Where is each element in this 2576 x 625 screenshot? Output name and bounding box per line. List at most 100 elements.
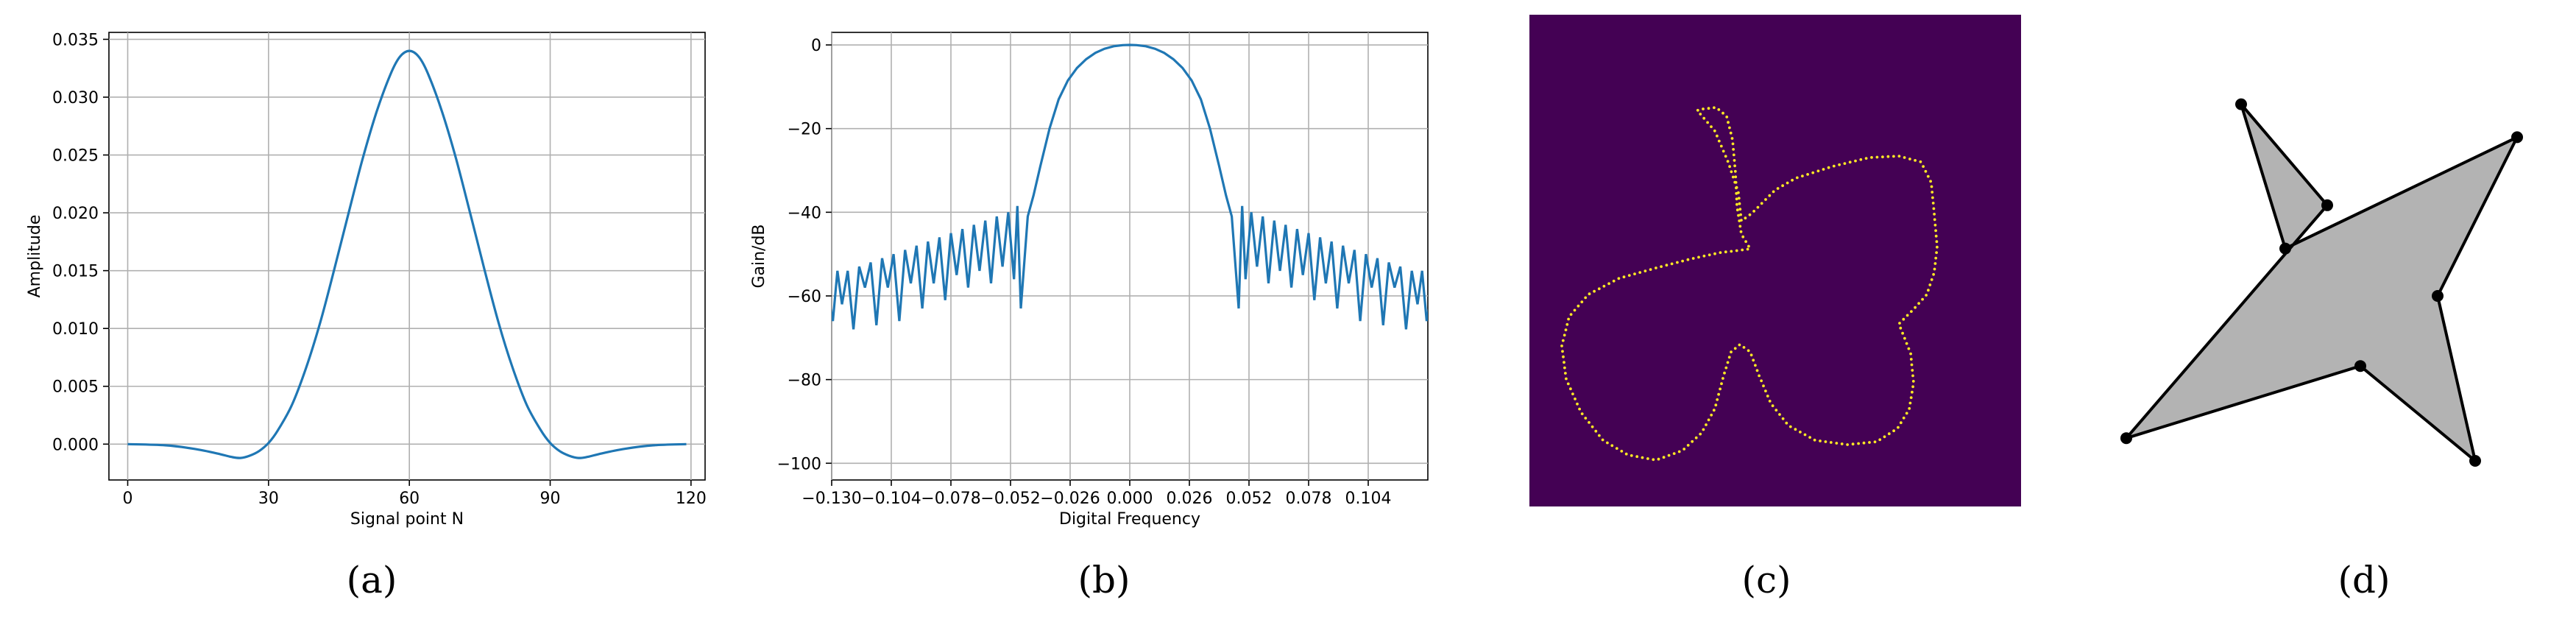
- contour-point: [1564, 372, 1567, 375]
- contour-point: [1801, 174, 1804, 178]
- contour-point: [1899, 421, 1903, 425]
- contour-point: [1928, 283, 1932, 286]
- ticks-a: 0 30 60 90 120 0.000 0.005 0.010 0.015 0.020 0.025…: [52, 31, 707, 508]
- contour-point: [1732, 153, 1735, 157]
- contour-point: [1719, 251, 1722, 254]
- contour-point: [1843, 162, 1847, 166]
- star-polygon: [2125, 102, 2519, 462]
- caption-d: (d): [2338, 559, 2390, 601]
- contour-point: [1911, 385, 1915, 389]
- contour-point: [1911, 380, 1915, 383]
- contour-point: [1903, 156, 1906, 159]
- contour-point: [1788, 425, 1792, 428]
- contour-point: [1594, 429, 1598, 433]
- contour-point: [1741, 248, 1744, 252]
- contour-point: [1764, 198, 1767, 201]
- contour-point: [1638, 271, 1642, 274]
- ytick-label-a: 0.005: [52, 378, 99, 397]
- contour-point: [1726, 361, 1730, 364]
- contour-point: [1756, 205, 1760, 209]
- contour-point: [1746, 247, 1749, 251]
- xlabel-a: Signal point N: [350, 510, 464, 529]
- contour-point: [1567, 317, 1571, 321]
- contour-point: [1908, 158, 1911, 160]
- contour-point: [1933, 213, 1936, 216]
- contour-point: [1571, 392, 1574, 395]
- contour-point: [1771, 404, 1774, 408]
- contour-point: [1660, 265, 1663, 268]
- caption-a: (a): [347, 559, 397, 601]
- contour-point: [1588, 292, 1591, 296]
- ylabel-a: Amplitude: [26, 215, 44, 298]
- contour-point: [1672, 452, 1676, 455]
- contour-point: [1909, 352, 1913, 356]
- contour-point: [1734, 175, 1738, 179]
- contour-point: [1722, 149, 1725, 153]
- contour-point: [1741, 235, 1745, 239]
- panel-b: −0.130 −0.104 −0.078 −0.052 −0.026 0.000 0.026…: [750, 32, 1429, 601]
- contour-point: [1717, 108, 1721, 111]
- xtick-label-b: 0.026: [1167, 490, 1213, 508]
- ytick-label-a: 0.010: [52, 320, 99, 339]
- contour-point: [1930, 185, 1933, 188]
- contour-point: [1813, 438, 1816, 442]
- contour-point: [1905, 412, 1908, 415]
- contour-point: [1752, 210, 1756, 213]
- contour-point: [1811, 171, 1815, 174]
- panel-a: 0 30 60 90 120 0.000 0.005 0.010 0.015 0.020 0.025…: [26, 31, 707, 601]
- contour-point: [1610, 444, 1614, 448]
- contour-point: [1677, 450, 1681, 453]
- contour-point: [1848, 160, 1852, 164]
- plot-area-a: [108, 32, 706, 481]
- ytick-label-b: −60: [788, 288, 821, 306]
- contour-point: [1737, 191, 1740, 194]
- contour-point: [1744, 216, 1747, 220]
- contour-point: [1560, 345, 1563, 347]
- contour-point: [1862, 441, 1866, 445]
- contour-point: [1868, 441, 1871, 444]
- contour-point: [1754, 364, 1757, 367]
- contour-point: [1729, 131, 1733, 135]
- ytick-label-b: −20: [788, 121, 821, 139]
- contour-point: [1738, 343, 1741, 347]
- contour-point: [1760, 379, 1763, 383]
- contour-point: [1873, 440, 1877, 444]
- contour-point: [1716, 398, 1719, 401]
- contour-point: [1580, 300, 1584, 303]
- contour-point: [1724, 366, 1728, 370]
- contour-point: [1597, 287, 1601, 291]
- contour-point: [1935, 240, 1939, 244]
- contour-point: [1768, 400, 1772, 403]
- contour-point: [1816, 169, 1820, 173]
- ytick-label-a: 0.020: [52, 205, 99, 223]
- contour-point: [1738, 208, 1742, 211]
- contour-point: [1713, 252, 1716, 255]
- ylabel-b: Gain/dB: [750, 224, 768, 288]
- contour-point: [1612, 279, 1616, 283]
- contour-point: [1717, 139, 1721, 143]
- contour-point: [1563, 333, 1566, 337]
- polygon-vertex: [2354, 360, 2366, 372]
- contour-point: [1870, 156, 1873, 159]
- contour-point: [1649, 268, 1652, 271]
- contour-point: [1606, 441, 1609, 445]
- contour-point: [1574, 398, 1577, 400]
- contour-point: [1878, 438, 1882, 442]
- contour-point: [1744, 240, 1748, 243]
- contour-point: [1726, 160, 1730, 163]
- contour-point: [1580, 412, 1584, 415]
- contour-point: [1931, 202, 1935, 205]
- contour-point: [1902, 416, 1906, 420]
- contour-point: [1676, 261, 1679, 264]
- contour-point: [1730, 350, 1733, 353]
- contour-point: [1838, 163, 1841, 166]
- contour-point: [1590, 425, 1594, 428]
- contour-point: [1562, 355, 1565, 359]
- contour-point: [1926, 174, 1930, 178]
- contour-point: [1646, 457, 1649, 460]
- contour-point: [1630, 454, 1633, 457]
- contour-point: [1924, 169, 1928, 173]
- contour-point: [1747, 349, 1750, 353]
- contour-point: [1565, 322, 1569, 326]
- contour-point: [1563, 361, 1565, 364]
